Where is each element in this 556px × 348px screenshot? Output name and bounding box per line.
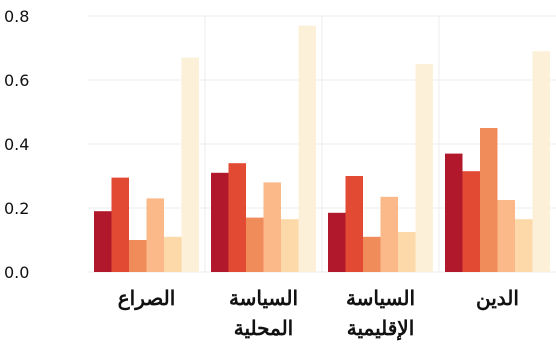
- bar: [515, 219, 533, 272]
- bar: [497, 200, 515, 272]
- bar: [246, 217, 264, 272]
- bar: [380, 196, 398, 272]
- x-category-label: الدين: [476, 286, 519, 311]
- bar: [164, 236, 182, 272]
- y-tick-label: 0.6: [4, 71, 29, 90]
- y-tick-label: 0.8: [4, 7, 29, 26]
- bar: [211, 172, 229, 272]
- bars: [94, 25, 550, 273]
- y-axis-ticks: 0.0 0.2 0.4 0.6 0.8: [4, 7, 29, 282]
- bar: [298, 25, 316, 272]
- bar: [181, 57, 199, 272]
- y-tick-label: 0.0: [4, 263, 29, 282]
- bar: [228, 163, 246, 272]
- bar: [462, 171, 480, 272]
- y-tick-label: 0.4: [4, 135, 29, 154]
- x-category-label: السياسة: [229, 286, 298, 310]
- x-category-label: المحلية: [234, 316, 294, 340]
- bar: [94, 211, 112, 272]
- bar: [328, 212, 346, 272]
- y-tick-label: 0.2: [4, 199, 29, 218]
- x-axis-category-labels: الصراع السياسة المحلية السياسة الإقليمية الدي…: [118, 286, 519, 341]
- x-category-label: الإقليمية: [347, 316, 415, 341]
- bar: [111, 177, 129, 272]
- bar: [263, 182, 281, 272]
- bar: [415, 64, 433, 272]
- bar: [532, 51, 550, 273]
- bar: [480, 128, 498, 272]
- x-category-label: الصراع: [118, 286, 176, 311]
- x-category-label: السياسة: [346, 286, 415, 310]
- bar: [345, 176, 363, 272]
- bar: [281, 219, 299, 272]
- bar: [146, 198, 164, 272]
- bar: [363, 236, 381, 272]
- bar: [129, 240, 147, 272]
- bar: [445, 153, 463, 272]
- bar: [398, 232, 416, 272]
